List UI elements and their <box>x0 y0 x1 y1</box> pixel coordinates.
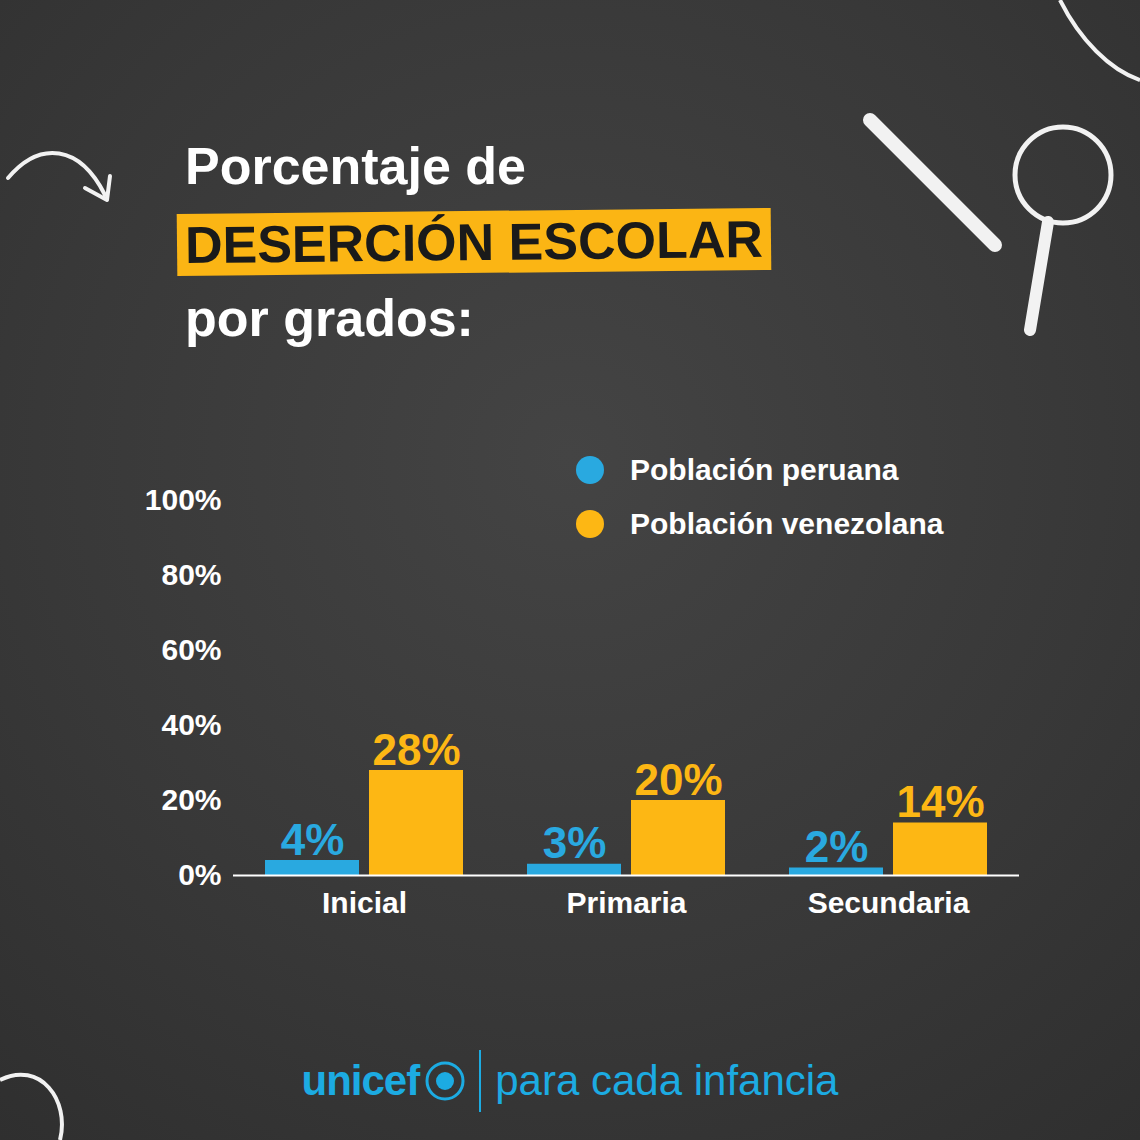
html-text:por grados:: por grados: <box>185 289 474 347</box>
svg-text:0%: 0% <box>178 858 221 891</box>
svg-text:20%: 20% <box>634 755 722 804</box>
svg-text:28%: 28% <box>372 725 460 774</box>
svg-text:4%: 4% <box>281 815 345 864</box>
html-text:DESERCIÓN ESCOLAR: DESERCIÓN ESCOLAR <box>184 210 764 274</box>
svg-text:80%: 80% <box>161 558 221 591</box>
svg-text:14%: 14% <box>896 777 984 826</box>
html-text:Población peruana: Población peruana <box>630 453 899 486</box>
svg-text:40%: 40% <box>161 708 221 741</box>
html-text:Población venezolana: Población venezolana <box>630 507 944 540</box>
svg-text:2%: 2% <box>805 822 869 871</box>
svg-text:Secundaria: Secundaria <box>808 886 970 919</box>
svg-text:60%: 60% <box>161 633 221 666</box>
html-text:para cada infancia: para cada infancia <box>495 1057 839 1104</box>
svg-text:100%: 100% <box>145 483 222 516</box>
svg-text:Primaria: Primaria <box>566 886 686 919</box>
html-text:Porcentaje de: Porcentaje de <box>185 137 526 195</box>
svg-text:3%: 3% <box>543 818 607 867</box>
svg-text:20%: 20% <box>161 783 221 816</box>
svg-text:Inicial: Inicial <box>322 886 407 919</box>
html-text:unicef: unicef <box>301 1057 420 1104</box>
